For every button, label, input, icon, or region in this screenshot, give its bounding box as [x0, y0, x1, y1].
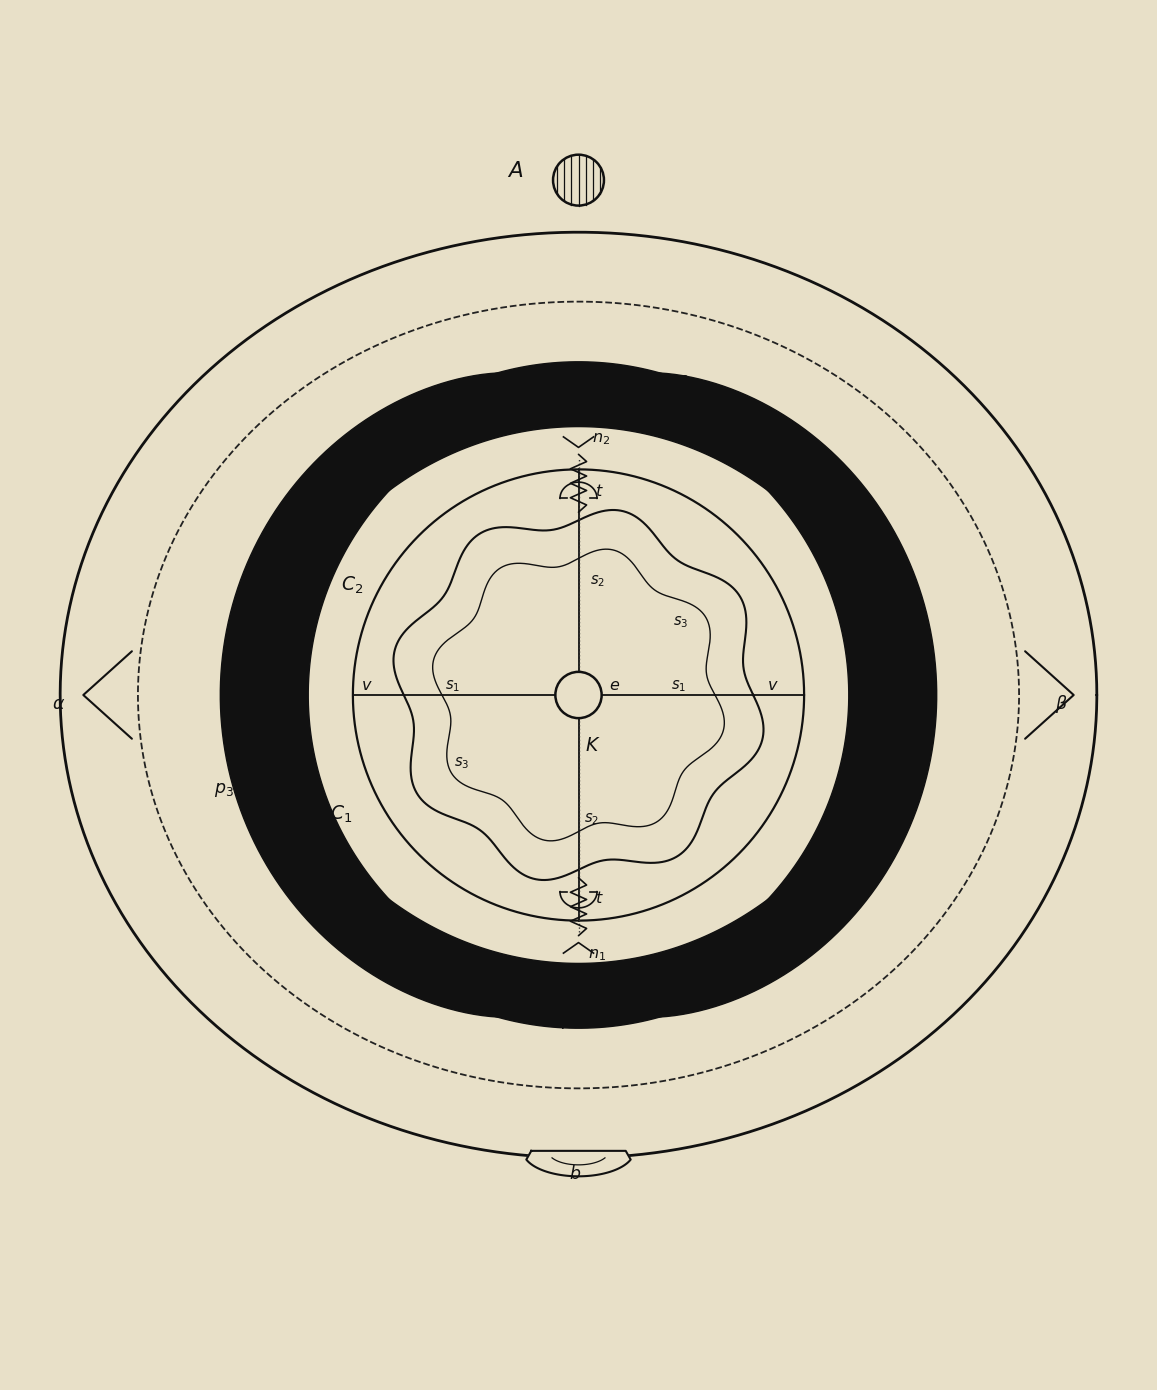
Text: $v$: $v$	[767, 678, 779, 694]
Polygon shape	[311, 361, 846, 553]
Text: $A$: $A$	[507, 161, 523, 181]
Circle shape	[555, 671, 602, 719]
Text: $\alpha$: $\alpha$	[52, 695, 65, 713]
Text: $n_1$: $n_1$	[588, 948, 606, 963]
Text: $t$: $t$	[595, 890, 604, 906]
Polygon shape	[311, 837, 846, 1029]
Text: $s_2$: $s_2$	[590, 573, 605, 588]
Text: $p_4$: $p_4$	[891, 781, 911, 799]
Text: $b$: $b$	[569, 1165, 582, 1183]
Text: $s_1$: $s_1$	[445, 678, 460, 694]
Text: $\beta$: $\beta$	[1055, 692, 1068, 714]
Text: $C_1$: $C_1$	[330, 803, 352, 826]
Text: $v$: $v$	[361, 678, 373, 694]
Circle shape	[553, 154, 604, 206]
Text: $t$: $t$	[595, 482, 604, 499]
Text: $p_3$: $p_3$	[214, 781, 234, 799]
Text: $s_3$: $s_3$	[454, 756, 469, 771]
Text: $p_1$: $p_1$	[561, 1013, 581, 1031]
Text: $s_2$: $s_2$	[584, 812, 599, 827]
Polygon shape	[220, 373, 540, 1017]
Text: $e$: $e$	[609, 678, 620, 694]
Polygon shape	[617, 373, 937, 1017]
Text: $s_3$: $s_3$	[673, 614, 688, 630]
Text: $p_2$: $p_2$	[677, 373, 697, 391]
Text: $K$: $K$	[585, 735, 600, 755]
Text: $s_1$: $s_1$	[671, 678, 686, 694]
Text: $C_2$: $C_2$	[341, 575, 363, 596]
Polygon shape	[526, 1151, 631, 1176]
Text: $n_2$: $n_2$	[592, 432, 611, 448]
